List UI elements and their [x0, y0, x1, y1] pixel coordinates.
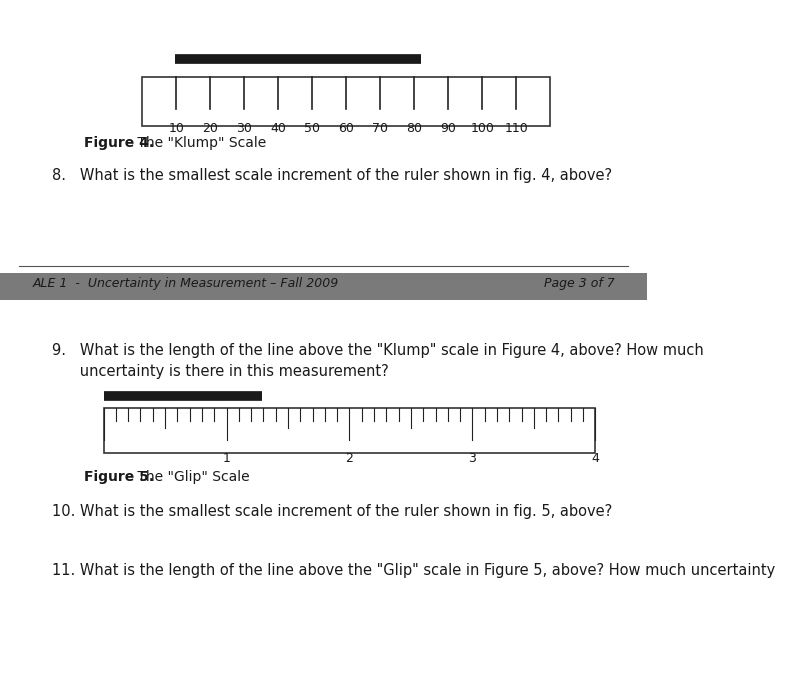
- FancyBboxPatch shape: [103, 407, 595, 454]
- Text: 70: 70: [372, 122, 388, 136]
- Text: 8.   What is the smallest scale increment of the ruler shown in fig. 4, above?: 8. What is the smallest scale increment …: [52, 168, 612, 183]
- FancyBboxPatch shape: [142, 77, 550, 126]
- Text: 4: 4: [591, 452, 599, 465]
- Text: The "Glip" Scale: The "Glip" Scale: [133, 470, 250, 484]
- Text: 110: 110: [504, 122, 528, 136]
- Text: 60: 60: [338, 122, 354, 136]
- Text: The "Klump" Scale: The "Klump" Scale: [133, 136, 266, 150]
- Text: 50: 50: [304, 122, 320, 136]
- Text: 90: 90: [440, 122, 456, 136]
- FancyBboxPatch shape: [0, 273, 647, 300]
- Text: ALE 1  -  Uncertainty in Measurement – Fall 2009: ALE 1 - Uncertainty in Measurement – Fal…: [32, 276, 338, 290]
- Text: 2: 2: [346, 452, 354, 465]
- Text: 40: 40: [270, 122, 286, 136]
- Text: 10: 10: [169, 122, 184, 136]
- Text: uncertainty is there in this measurement?: uncertainty is there in this measurement…: [52, 364, 389, 379]
- Text: 11. What is the length of the line above the "Glip" scale in Figure 5, above? Ho: 11. What is the length of the line above…: [52, 564, 775, 578]
- Text: 20: 20: [202, 122, 218, 136]
- Text: 100: 100: [470, 122, 494, 136]
- Text: Page 3 of 7: Page 3 of 7: [544, 276, 614, 290]
- Text: 80: 80: [406, 122, 422, 136]
- Text: 1: 1: [222, 452, 230, 465]
- Text: Figure 5.: Figure 5.: [84, 470, 154, 484]
- Text: Figure 4.: Figure 4.: [84, 136, 154, 150]
- Text: 10. What is the smallest scale increment of the ruler shown in fig. 5, above?: 10. What is the smallest scale increment…: [52, 504, 612, 519]
- Text: 9.   What is the length of the line above the "Klump" scale in Figure 4, above? : 9. What is the length of the line above …: [52, 343, 703, 358]
- Text: 3: 3: [469, 452, 476, 465]
- Text: 30: 30: [236, 122, 252, 136]
